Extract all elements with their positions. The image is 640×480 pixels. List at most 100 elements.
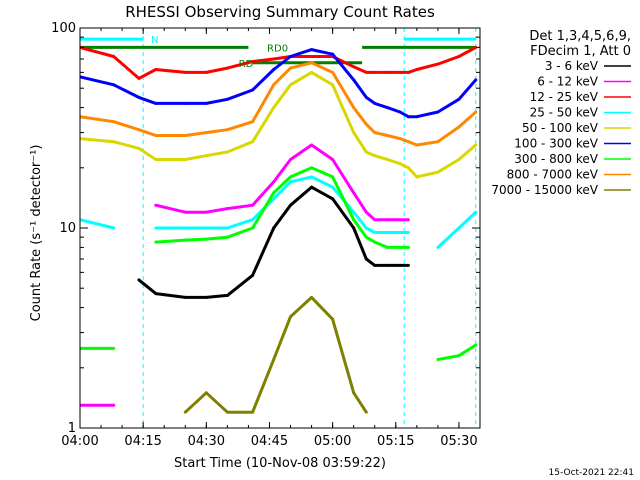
legend: Det 1,3,4,5,6,9, FDecim 1, Att 0 3 - 6 k… — [491, 29, 631, 197]
series-point — [289, 83, 293, 87]
series-point — [310, 166, 314, 170]
series-point — [474, 78, 478, 82]
series-point — [183, 210, 187, 214]
series-point — [183, 158, 187, 162]
series-point — [154, 226, 158, 230]
series-line-0 — [137, 185, 409, 299]
series-point — [204, 226, 208, 230]
series-point — [436, 245, 440, 249]
series-point — [352, 106, 356, 110]
series-point — [398, 70, 402, 74]
series-point — [289, 315, 293, 319]
footer-timestamp: 15-Oct-2021 22:41 — [549, 468, 634, 478]
chart-title: RHESSI Observing Summary Count Rates — [125, 3, 435, 21]
series-point — [289, 180, 293, 184]
series-point — [364, 226, 368, 230]
series-point — [406, 263, 410, 267]
series-point — [398, 218, 402, 222]
y-tick-labels: 1 10 100 — [51, 21, 76, 436]
series-point — [415, 68, 419, 72]
series-point — [457, 226, 461, 230]
series-point — [225, 128, 229, 132]
x-tick-labels: 04:00 04:15 04:30 04:45 05:00 05:15 05:30 — [61, 434, 477, 449]
series-point — [112, 346, 116, 350]
series-point — [225, 150, 229, 154]
series-point — [474, 110, 478, 114]
series-point — [137, 146, 141, 150]
series-point — [137, 95, 141, 99]
x-tick-label: 04:45 — [251, 434, 288, 449]
legend-header-line-1: Det 1,3,4,5,6,9, — [529, 29, 631, 44]
series-point — [272, 83, 276, 87]
series-point — [474, 45, 478, 49]
series-point — [398, 230, 402, 234]
x-tick-label: 05:15 — [377, 434, 414, 449]
series-point — [251, 273, 255, 277]
annotation-label: RD0 — [267, 43, 288, 54]
series-point — [225, 235, 229, 239]
series-point — [436, 140, 440, 144]
series-point — [289, 55, 293, 59]
series-point — [352, 218, 356, 222]
series-point — [310, 185, 314, 189]
series-point — [112, 140, 116, 144]
series-point — [204, 154, 208, 158]
series-point — [154, 203, 158, 207]
series-point — [310, 70, 314, 74]
series-point — [398, 245, 402, 249]
series-point — [310, 175, 314, 179]
series-point — [183, 410, 187, 414]
series-point — [204, 237, 208, 241]
series-point — [310, 143, 314, 147]
series-point — [251, 203, 255, 207]
x-tick-label: 04:30 — [188, 434, 225, 449]
series-point — [272, 191, 276, 195]
series-point — [310, 55, 314, 59]
series-point — [225, 97, 229, 101]
series-point — [137, 278, 141, 282]
series-point — [385, 158, 389, 162]
series-point — [352, 65, 356, 69]
series-point — [415, 175, 419, 179]
series-point — [183, 238, 187, 242]
series-point — [385, 230, 389, 234]
legend-label-4: 50 - 100 keV — [522, 121, 599, 135]
series-point — [154, 134, 158, 138]
series-point — [364, 257, 368, 261]
series-point — [272, 180, 276, 184]
y-tick-label: 1 — [68, 421, 76, 436]
series-point — [183, 134, 187, 138]
series-point — [364, 210, 368, 214]
series-point — [251, 140, 255, 144]
axes — [79, 27, 481, 429]
series-point — [398, 110, 402, 114]
series-point — [204, 70, 208, 74]
series-point — [352, 191, 356, 195]
series-point — [331, 317, 335, 321]
series-point — [406, 245, 410, 249]
series-point — [364, 95, 368, 99]
series-point — [373, 154, 377, 158]
series-point — [331, 158, 335, 162]
series-point — [225, 207, 229, 211]
series-point — [373, 230, 377, 234]
series-point — [183, 101, 187, 105]
series-point — [457, 125, 461, 129]
series-point — [474, 143, 478, 147]
legend-label-5: 100 - 300 keV — [514, 137, 598, 151]
series-point — [436, 170, 440, 174]
series-point — [373, 240, 377, 244]
series-point — [364, 70, 368, 74]
series-point — [183, 70, 187, 74]
series-point — [373, 263, 377, 267]
x-axis-label: Start Time (10-Nov-08 03:59:22) — [174, 456, 386, 471]
series-line-4 — [80, 70, 477, 179]
legend-label-6: 300 - 800 keV — [514, 152, 598, 166]
series-point — [436, 62, 440, 66]
series-point — [154, 158, 158, 162]
x-tick-label: 04:15 — [124, 434, 161, 449]
series-point — [204, 295, 208, 299]
series-point — [352, 210, 356, 214]
series-point — [310, 61, 314, 65]
series-point — [331, 52, 335, 56]
